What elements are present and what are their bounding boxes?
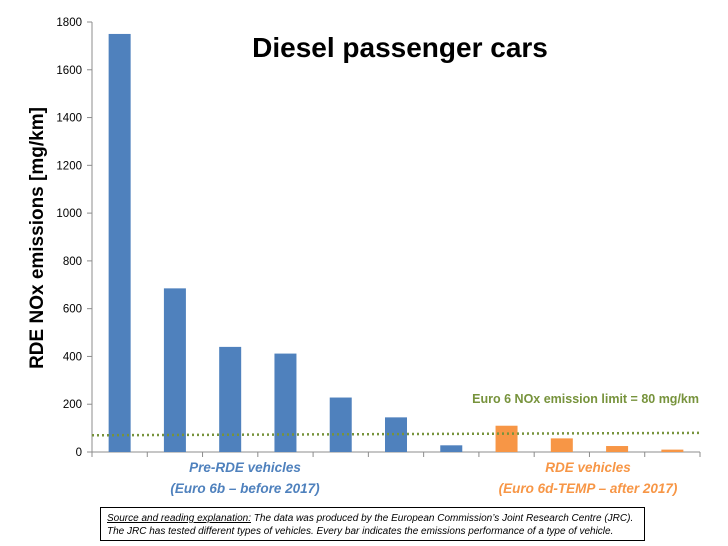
group-label-rde-line1: RDE vehicles [545,460,631,475]
source-note-text-2: The JRC has tested different types of ve… [107,526,614,537]
y-tick-label: 600 [63,304,82,316]
bar [108,33,131,452]
y-tick-label: 1600 [56,65,82,77]
bar [550,438,573,452]
y-tick-label: 1200 [56,160,82,172]
y-tick-label: 0 [76,447,82,459]
bar [274,353,297,452]
reference-line-label: Euro 6 NOx emission limit = 80 mg/km [472,392,699,406]
source-note-text-1: The data was produced by the European Co… [251,513,634,524]
bar [495,425,518,452]
y-tick-label: 1000 [56,208,82,220]
bar [329,397,352,452]
bar [661,449,684,452]
y-tick-label: 200 [63,399,82,411]
chart-title: Diesel passenger cars [252,32,548,63]
group-label-pre-rde-line1: Pre-RDE vehicles [189,460,301,475]
group-label-pre-rde-line2: (Euro 6b – before 2017) [170,481,320,496]
bar [219,346,242,452]
y-tick-label: 400 [63,351,82,363]
bar [163,288,186,452]
bar [440,445,463,452]
bar [606,446,629,452]
bar-chart-svg: 0 200 400 600 800 1000 1200 1400 1600 1800 Diesel… [27,17,701,496]
y-axis-label: RDE NOx emissions [mg/km] [27,107,48,369]
reference-line [91,431,701,437]
source-note-label: Source and reading explanation: [107,513,251,524]
bar [385,417,407,452]
y-tick-label: 1800 [56,17,82,29]
group-label-rde-line2: (Euro 6d-TEMP – after 2017) [499,481,678,496]
y-tick-label: 800 [63,256,82,268]
y-tick-label: 1400 [56,113,82,125]
source-note: Source and reading explanation: The data… [100,507,645,541]
